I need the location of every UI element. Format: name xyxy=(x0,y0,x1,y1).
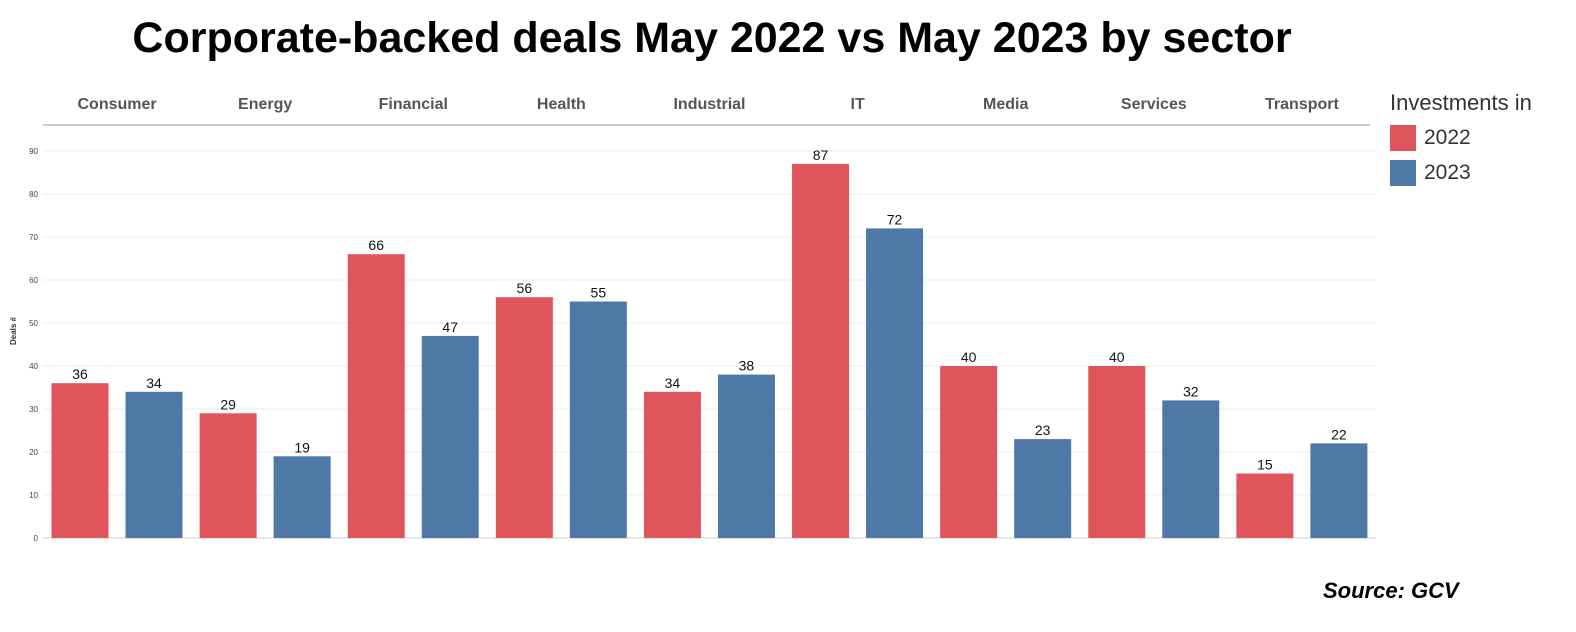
y-axis-label: Deals # xyxy=(9,316,18,345)
facet-label-industrial: Industrial xyxy=(673,96,745,113)
bar-it-2023 xyxy=(866,228,924,538)
data-label-energy-2023: 19 xyxy=(294,439,310,455)
chart-plot: Consumer Energy Financial Health Industrial I… xyxy=(9,96,1376,543)
facet-label-financial: Financial xyxy=(379,96,448,113)
data-label-industrial-2022: 34 xyxy=(665,375,681,391)
source-note: Source: GCV xyxy=(1323,578,1459,603)
data-label-media-2022: 40 xyxy=(961,349,977,365)
facet-label-consumer: Consumer xyxy=(77,96,156,113)
data-label-health-2023: 55 xyxy=(591,285,607,301)
bar-energy-2022 xyxy=(199,413,257,538)
bar-energy-2023 xyxy=(273,456,331,538)
data-label-transport-2023: 22 xyxy=(1331,426,1347,442)
data-label-industrial-2023: 38 xyxy=(739,358,755,374)
facet-label-health: Health xyxy=(537,96,586,113)
facet-label-it: IT xyxy=(851,96,865,113)
bar-it-2022 xyxy=(792,163,850,538)
legend-swatch-2023 xyxy=(1390,159,1416,186)
bar-financial-2023 xyxy=(421,335,479,538)
facet-label-energy: Energy xyxy=(238,96,292,113)
legend-label-2023: 2023 xyxy=(1424,160,1471,184)
bar-industrial-2023 xyxy=(717,374,775,538)
data-label-transport-2022: 15 xyxy=(1257,457,1273,473)
bar-services-2023 xyxy=(1162,400,1220,538)
legend-swatch-2022 xyxy=(1390,124,1416,151)
y-tick-label-80: 80 xyxy=(29,190,38,199)
y-tick-label-50: 50 xyxy=(29,319,38,328)
legend-title: Investments in xyxy=(1390,90,1532,115)
gridlines xyxy=(43,124,1376,539)
bar-health-2022 xyxy=(495,297,553,538)
data-label-health-2022: 56 xyxy=(517,280,533,296)
legend-label-2022: 2022 xyxy=(1424,125,1471,149)
bar-financial-2022 xyxy=(347,254,405,538)
facet-label-services: Services xyxy=(1121,96,1187,113)
data-label-it-2022: 87 xyxy=(813,147,829,163)
facet-label-media: Media xyxy=(983,96,1028,113)
bar-transport-2023 xyxy=(1310,443,1368,538)
bar-media-2023 xyxy=(1014,439,1072,538)
y-tick-label-10: 10 xyxy=(29,491,38,500)
data-label-media-2023: 23 xyxy=(1035,422,1051,438)
y-tick-label-90: 90 xyxy=(29,147,38,156)
y-tick-label-20: 20 xyxy=(29,448,38,457)
data-label-services-2022: 40 xyxy=(1109,349,1125,365)
bar-consumer-2022 xyxy=(51,383,109,538)
y-tick-label-70: 70 xyxy=(29,233,38,242)
chart-title: Corporate-backed deals May 2022 vs May 2… xyxy=(132,14,1292,62)
y-tick-label-0: 0 xyxy=(34,534,39,543)
y-tick-label-30: 30 xyxy=(29,405,38,414)
data-label-financial-2023: 47 xyxy=(442,319,458,335)
legend-item-2023: 2023 xyxy=(1390,155,1532,190)
data-label-services-2023: 32 xyxy=(1183,383,1199,399)
y-axis-ticks: 0 10 20 30 40 50 60 70 80 90 xyxy=(29,147,38,543)
data-label-energy-2022: 29 xyxy=(220,396,236,412)
bars xyxy=(51,163,1368,538)
legend: Investments in 2022 2023 xyxy=(1390,90,1532,190)
bar-media-2022 xyxy=(940,366,998,538)
data-label-financial-2022: 66 xyxy=(368,237,384,253)
data-labels: 36 34 29 19 66 47 56 55 34 38 87 72 40 23 40 32 15 22 xyxy=(72,147,1347,473)
legend-item-2022: 2022 xyxy=(1390,120,1532,155)
data-label-it-2023: 72 xyxy=(887,211,903,227)
y-tick-label-40: 40 xyxy=(29,362,38,371)
bar-health-2023 xyxy=(569,301,627,538)
bar-services-2022 xyxy=(1088,366,1146,538)
y-tick-label-60: 60 xyxy=(29,276,38,285)
facet-labels: Consumer Energy Financial Health Industrial I… xyxy=(77,96,1339,113)
facet-label-transport: Transport xyxy=(1265,96,1339,113)
bar-consumer-2023 xyxy=(125,391,183,538)
data-label-consumer-2023: 34 xyxy=(146,375,162,391)
data-label-consumer-2022: 36 xyxy=(72,366,88,382)
bar-transport-2022 xyxy=(1236,473,1294,538)
bar-industrial-2022 xyxy=(643,391,701,538)
